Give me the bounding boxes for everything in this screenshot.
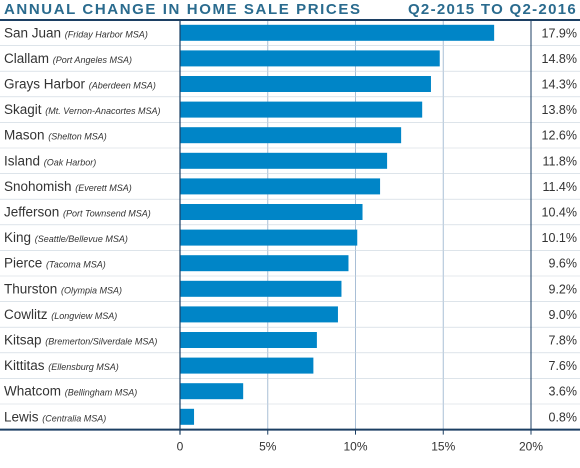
value-label: 0.8% xyxy=(549,410,578,424)
bar xyxy=(180,357,314,374)
bar xyxy=(180,178,381,195)
msa-name: (Centralia MSA) xyxy=(42,413,106,423)
msa-name: (Everett MSA) xyxy=(75,183,132,193)
msa-name: (Bremerton/Silverdale MSA) xyxy=(45,337,157,347)
bar xyxy=(180,50,440,67)
value-label: 9.2% xyxy=(549,282,578,296)
msa-name: (Friday Harbor MSA) xyxy=(65,29,148,39)
region-name: Kittitas xyxy=(4,358,48,373)
region-name: Whatcom xyxy=(4,384,65,399)
value-label: 3.6% xyxy=(549,385,578,399)
value-label: 14.8% xyxy=(542,52,577,66)
value-label: 14.3% xyxy=(542,78,577,92)
tick-label: 5% xyxy=(259,440,277,454)
msa-name: (Port Townsend MSA) xyxy=(63,209,151,219)
region-name: Kitsap xyxy=(4,333,45,348)
value-label: 11.4% xyxy=(542,180,577,194)
value-label: 10.1% xyxy=(542,231,577,245)
bar xyxy=(180,332,317,348)
bar xyxy=(180,280,342,297)
msa-name: (Tacoma MSA) xyxy=(46,260,106,270)
bar xyxy=(180,204,363,220)
msa-name: (Aberdeen MSA) xyxy=(89,81,156,91)
value-label: 9.0% xyxy=(549,308,578,322)
category-label: Mason (Shelton MSA) xyxy=(4,128,107,143)
value-label: 11.8% xyxy=(542,154,577,168)
msa-name: (Seattle/Bellevue MSA) xyxy=(35,234,128,244)
msa-name: (Shelton MSA) xyxy=(48,132,107,142)
category-label: Thurston (Olympia MSA) xyxy=(4,281,122,296)
value-label: 17.9% xyxy=(542,26,577,40)
bar xyxy=(180,127,402,144)
value-labels: 17.9% 14.8% 14.3% 13.8% 12.6% 11.8% 11.4% 10.4%… xyxy=(542,26,577,424)
value-label: 7.6% xyxy=(549,359,578,373)
tick-label: 0 xyxy=(177,440,184,454)
category-label: Kitsap (Bremerton/Silverdale MSA) xyxy=(4,333,157,348)
bar xyxy=(180,24,495,41)
value-label: 9.6% xyxy=(549,257,578,271)
value-label: 7.8% xyxy=(549,334,578,348)
bar xyxy=(180,152,388,169)
region-name: Pierce xyxy=(4,256,46,271)
region-name: King xyxy=(4,230,35,245)
region-name: Skagit xyxy=(4,102,45,117)
msa-name: (Ellensburg MSA) xyxy=(48,362,119,372)
category-labels: San Juan (Friday Harbor MSA) Clallam (Por… xyxy=(4,25,160,424)
category-label: Island (Oak Harbor) xyxy=(4,153,96,168)
bar xyxy=(180,255,349,272)
chart-title: ANNUAL CHANGE IN HOME SALE PRICES xyxy=(4,1,362,18)
msa-name: (Bellingham MSA) xyxy=(65,388,138,398)
chart-frame xyxy=(0,19,580,435)
category-label: Lewis (Centralia MSA) xyxy=(4,409,106,424)
msa-name: (Oak Harbor) xyxy=(44,157,97,167)
chart-header: ANNUAL CHANGE IN HOME SALE PRICES Q2-201… xyxy=(0,0,580,20)
tick-label: 15% xyxy=(431,440,455,454)
bar xyxy=(180,306,338,323)
category-label: Cowlitz (Longview MSA) xyxy=(4,307,117,322)
category-label: King (Seattle/Bellevue MSA) xyxy=(4,230,128,245)
x-axis-ticks: 0 5% 10% 15% 20% xyxy=(177,429,543,454)
chart-period: Q2-2015 TO Q2-2016 xyxy=(407,1,577,18)
region-name: Island xyxy=(4,153,44,168)
region-name: Lewis xyxy=(4,409,42,424)
tick-label: 10% xyxy=(343,440,367,454)
category-label: Kittitas (Ellensburg MSA) xyxy=(4,358,119,373)
region-name: San Juan xyxy=(4,25,65,40)
value-label: 13.8% xyxy=(542,103,577,117)
region-name: Grays Harbor xyxy=(4,77,89,92)
region-name: Cowlitz xyxy=(4,307,51,322)
value-label: 12.6% xyxy=(542,129,577,143)
msa-name: (Port Angeles MSA) xyxy=(53,55,132,65)
bar xyxy=(180,408,195,425)
category-label: Pierce (Tacoma MSA) xyxy=(4,256,106,271)
category-label: Whatcom (Bellingham MSA) xyxy=(4,384,137,399)
bar xyxy=(180,383,244,400)
category-label: Snohomish (Everett MSA) xyxy=(4,179,132,194)
region-name: Snohomish xyxy=(4,179,75,194)
value-label: 10.4% xyxy=(542,206,577,220)
bars xyxy=(180,24,495,425)
category-label: San Juan (Friday Harbor MSA) xyxy=(4,25,148,40)
category-label: Grays Harbor (Aberdeen MSA) xyxy=(4,77,156,92)
msa-name: (Longview MSA) xyxy=(51,311,117,321)
region-name: Mason xyxy=(4,128,48,143)
category-label: Jefferson (Port Townsend MSA) xyxy=(4,205,151,220)
msa-name: (Olympia MSA) xyxy=(61,285,122,295)
region-name: Jefferson xyxy=(4,205,63,220)
region-name: Thurston xyxy=(4,281,61,296)
msa-name: (Mt. Vernon-Anacortes MSA) xyxy=(45,106,160,116)
bar xyxy=(180,76,431,92)
category-label: Skagit (Mt. Vernon-Anacortes MSA) xyxy=(4,102,160,117)
category-label: Clallam (Port Angeles MSA) xyxy=(4,51,132,66)
bar xyxy=(180,229,358,246)
region-name: Clallam xyxy=(4,51,53,66)
bar xyxy=(180,101,423,118)
tick-label: 20% xyxy=(519,440,543,454)
